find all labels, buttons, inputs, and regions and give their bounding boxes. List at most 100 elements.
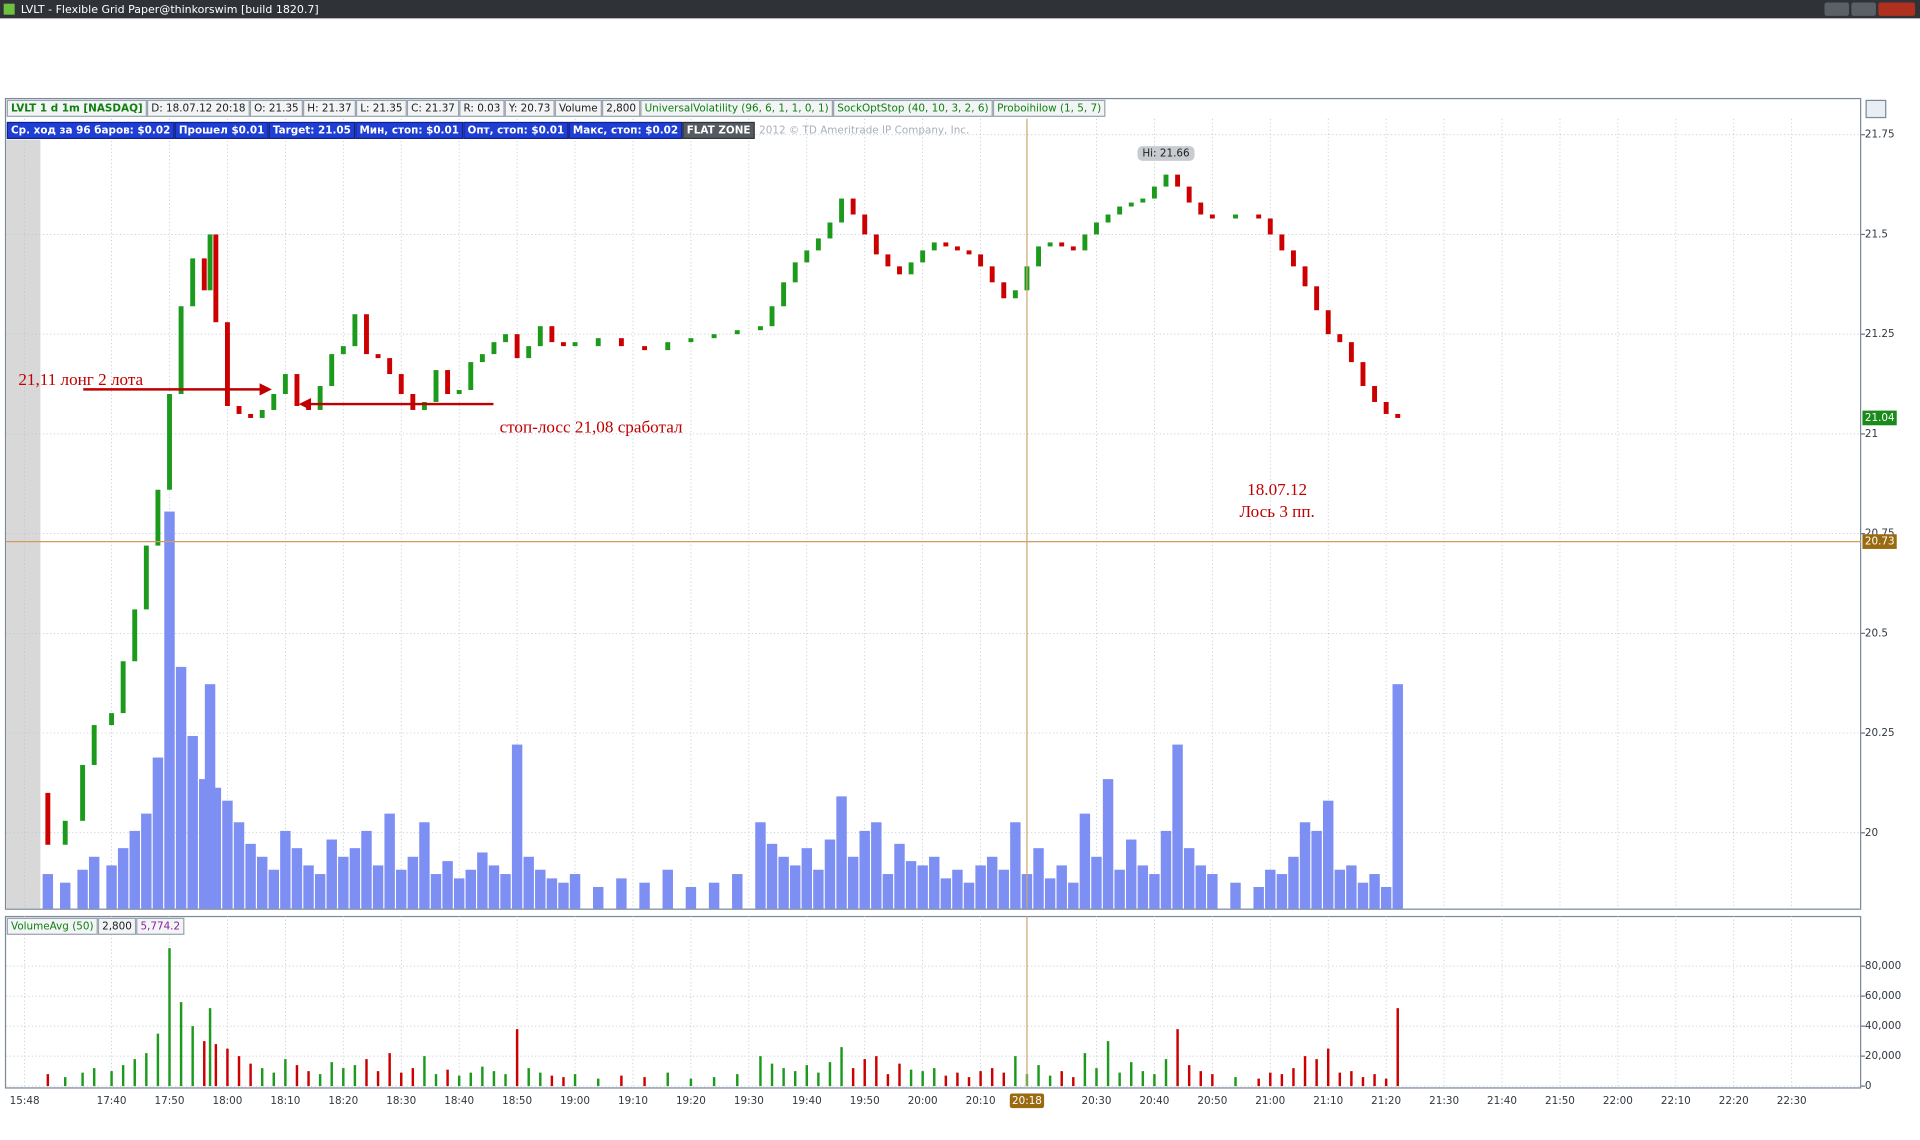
volume-bar — [597, 1078, 600, 1087]
volume-bar — [214, 1044, 218, 1087]
volume-bar — [689, 1078, 693, 1087]
volume-overlay-bar — [280, 830, 291, 909]
header-field-box — [504, 99, 555, 117]
candle-body — [410, 394, 416, 410]
y-tick-label: 20.25 — [1865, 727, 1895, 739]
x-tick-label: 22:20 — [1719, 1095, 1749, 1107]
volume-bar — [1014, 1056, 1017, 1087]
high-label-box — [1137, 146, 1195, 161]
x-tick-label: 19:30 — [734, 1095, 764, 1107]
candle-body — [1198, 202, 1204, 215]
candle-body — [1279, 234, 1285, 251]
volume-bar — [573, 1074, 577, 1087]
candle-body — [143, 545, 149, 610]
entry-note: 21,11 лонг 2 лота — [18, 370, 143, 389]
candle-body — [1267, 218, 1273, 235]
volume-bar — [46, 1074, 50, 1087]
candle-body — [1105, 214, 1111, 223]
candle-body — [966, 250, 972, 255]
volume-bar — [249, 1063, 252, 1087]
candle-body — [282, 374, 288, 395]
volume-overlay-bar — [905, 861, 917, 909]
x-tick-label: 18:30 — [386, 1095, 416, 1107]
chart-settings-button[interactable] — [1865, 99, 1887, 119]
volume-bar — [1326, 1048, 1330, 1087]
candle-body — [1256, 214, 1262, 219]
volume-overlay-bar — [569, 874, 581, 909]
volume-bar — [886, 1074, 890, 1087]
x-tick-label: 22:30 — [1777, 1095, 1807, 1107]
volume-overlay-bar — [407, 856, 419, 909]
stop-note: стоп-лосс 21,08 сработал — [500, 418, 683, 437]
candle-body — [80, 764, 86, 821]
volume-bar — [840, 1047, 843, 1087]
candle-body — [757, 326, 763, 331]
window-title: LVLT - Flexible Grid Paper@thinkorswim [… — [21, 3, 319, 16]
candle-body — [815, 238, 821, 251]
volume-overlay-bar — [616, 878, 627, 909]
header-field: H: 21.37 — [307, 102, 351, 114]
volume-overlay-bar — [199, 779, 210, 909]
candle-body — [167, 394, 172, 490]
volume-bar — [1315, 1059, 1318, 1087]
volume-overlay-bar — [546, 878, 558, 909]
volume-overlay-bar — [766, 843, 778, 909]
volume-overlay-bar — [1253, 886, 1264, 909]
candle-body — [897, 266, 902, 275]
volume-overlay-bar — [708, 882, 720, 909]
volume-overlay-bar — [1137, 865, 1149, 909]
candle-body — [561, 342, 566, 347]
volume-overlay-bar — [117, 848, 129, 909]
status-field: Прошел $0.01 — [179, 124, 264, 136]
candle-body — [317, 386, 323, 410]
volume-bar — [492, 1071, 496, 1087]
candle-body — [549, 326, 555, 343]
volume-bar — [1361, 1077, 1365, 1087]
volume-bar — [1338, 1072, 1342, 1087]
candle-body — [618, 338, 624, 347]
volume-overlay-bar — [998, 869, 1009, 909]
candle-body — [479, 354, 485, 363]
volume-overlay-bar — [1276, 874, 1288, 909]
close-button[interactable] — [1878, 2, 1916, 16]
header-field-box — [406, 99, 460, 117]
volume-bar — [851, 1068, 855, 1087]
minimize-button[interactable] — [1824, 2, 1849, 16]
volume-bar — [284, 1059, 287, 1087]
candle-body — [91, 725, 97, 765]
volume-bar — [353, 1065, 357, 1087]
volume-bar — [1037, 1065, 1040, 1087]
volume-overlay-bar — [836, 796, 847, 909]
volume-panel — [4, 915, 1862, 1089]
volume-bar — [434, 1074, 438, 1087]
volume-bar — [81, 1072, 84, 1087]
x-tick-label: 15:48 — [10, 1095, 40, 1107]
volume-bar — [307, 1071, 310, 1087]
candle-body — [352, 314, 358, 347]
volume-bar — [979, 1071, 982, 1087]
candle-body — [1059, 242, 1065, 247]
candle-body — [1175, 174, 1181, 187]
volume-overlay-bar — [210, 787, 222, 909]
candle-body — [665, 342, 671, 351]
volume-bar — [550, 1075, 554, 1087]
volume-bar — [1211, 1074, 1214, 1087]
candle-body — [294, 374, 300, 406]
volume-overlay-bar — [1230, 882, 1241, 909]
candle-body — [375, 354, 381, 359]
volume-overlay-bar — [419, 822, 430, 909]
candle-body — [155, 489, 161, 546]
maximize-button[interactable] — [1851, 2, 1876, 16]
candle-body — [364, 314, 369, 355]
header-field: Y: 20.73 — [508, 102, 551, 114]
candle-body — [1395, 413, 1401, 418]
candle-body — [734, 330, 740, 335]
header-field: C: 21.37 — [411, 102, 455, 114]
volume-overlay-bar — [882, 874, 894, 909]
volume-overlay-bar — [500, 874, 511, 909]
candle-body — [954, 246, 960, 251]
header-field: LVLT 1 d 1m [NASDAQ] — [11, 102, 143, 114]
y-tick-label: 21.5 — [1865, 228, 1888, 240]
volume-overlay-bar — [1010, 822, 1021, 909]
candle-body — [329, 354, 335, 387]
